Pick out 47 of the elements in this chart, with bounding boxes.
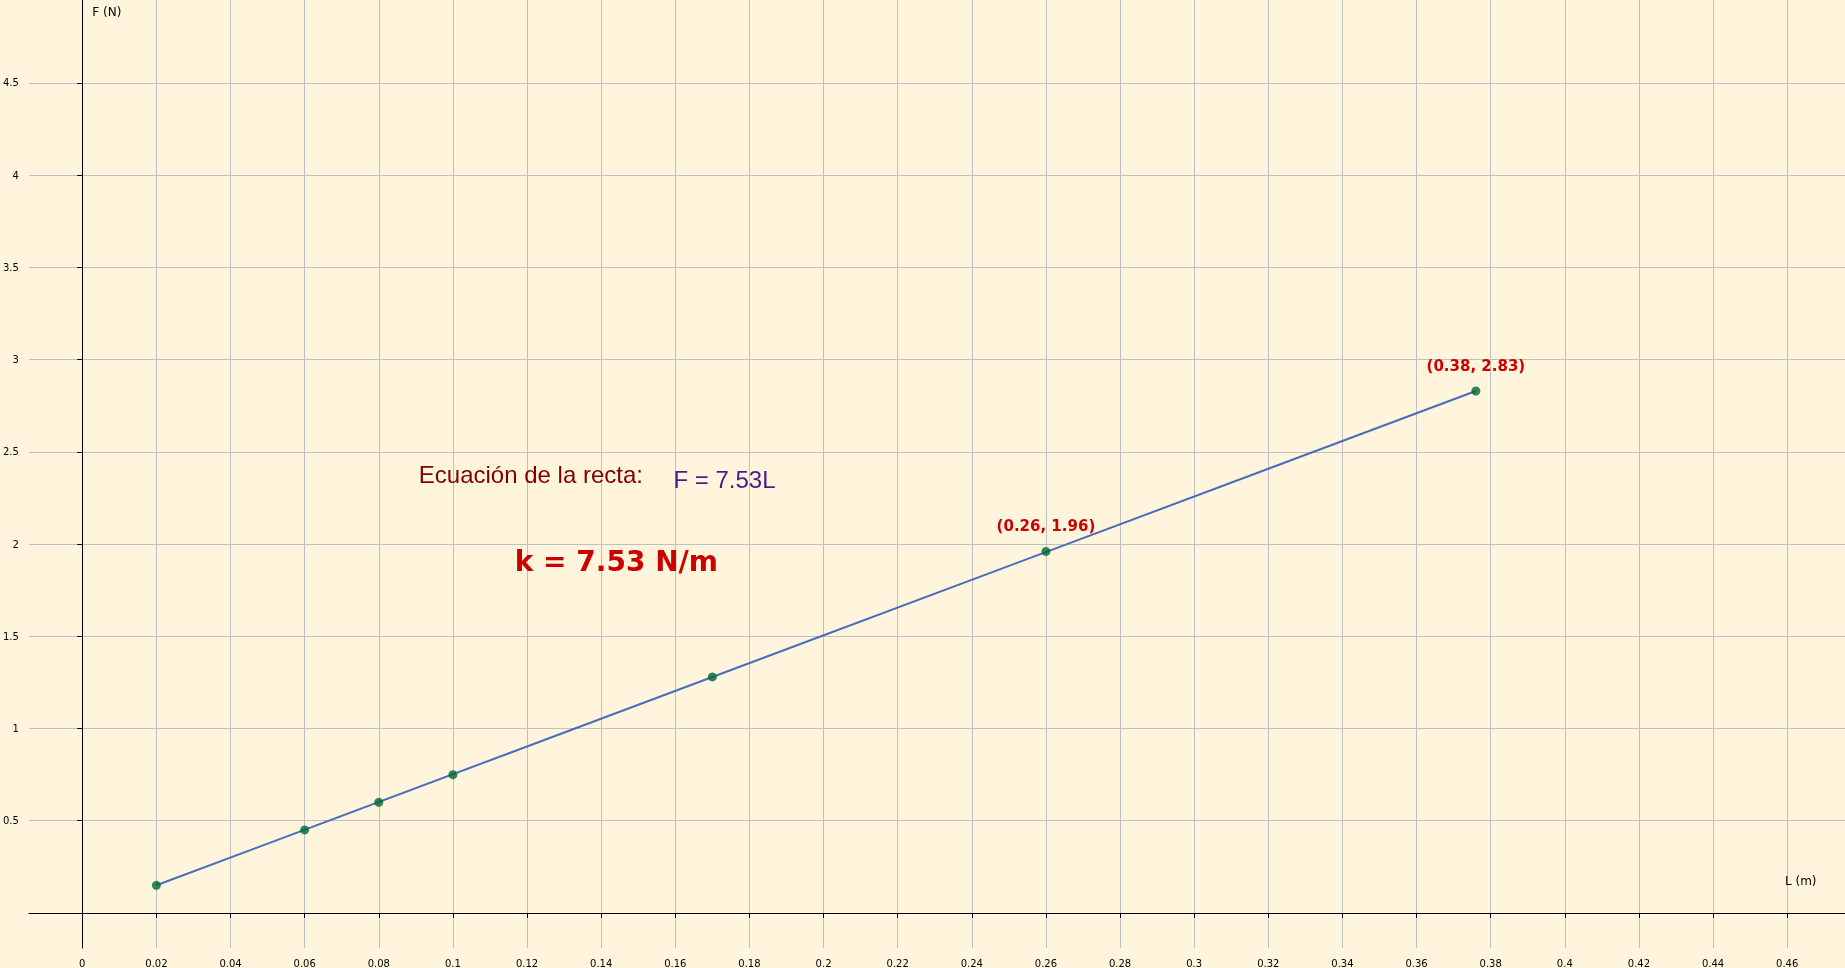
x-tick-label: 0.26	[1034, 957, 1058, 968]
y-tick-label: 3.5	[3, 261, 19, 273]
point	[151, 880, 161, 890]
y-tick-label: 1	[12, 723, 19, 735]
x-tick-label: 0.14	[590, 957, 613, 968]
x-tick-label: 0.28	[1108, 957, 1132, 968]
y-tick-label: 3	[12, 354, 19, 366]
x-tick-label: 0.12	[515, 957, 539, 968]
y-axis-title: F (N)	[92, 5, 122, 19]
point	[374, 797, 384, 807]
x-tick-label: 0.16	[664, 957, 687, 968]
y-tick-label: 2.5	[3, 446, 19, 458]
x-tick-label: 0	[79, 957, 86, 968]
y-tick-label: 4.5	[3, 77, 19, 89]
x-tick-label: 0.24	[960, 957, 983, 968]
x-tick-label: 0.42	[1627, 957, 1651, 968]
x-tick-label: 0.34	[1331, 957, 1354, 968]
point	[1041, 546, 1051, 556]
x-tick-label: 0.32	[1257, 957, 1280, 968]
annotation: (0.38, 2.83)	[1426, 356, 1526, 375]
point	[1471, 386, 1481, 396]
y-tick-label: 0.5	[3, 815, 19, 827]
x-tick-label: 0.02	[145, 957, 168, 968]
x-tick-label: 0.18	[738, 957, 761, 968]
x-tick-label: 0.4	[1556, 957, 1573, 968]
point	[300, 825, 310, 835]
x-tick-label: 0.22	[886, 957, 909, 968]
y-tick-label: 2	[12, 538, 19, 550]
x-tick-label: 0.38	[1479, 957, 1502, 968]
x-tick-label: 0.36	[1405, 957, 1428, 968]
x-tick-label: 0.2	[815, 957, 832, 968]
point	[448, 770, 458, 780]
x-axis-title: L (m)	[1785, 873, 1817, 888]
annotation: k = 7.53 N/m	[514, 544, 719, 578]
annotation: F = 7.53L	[673, 465, 776, 493]
x-tick-label: 0.08	[367, 957, 390, 968]
x-tick-label: 0.1	[444, 957, 461, 968]
y-tick-label: 4	[12, 169, 19, 181]
x-tick-label: 0.3	[1186, 957, 1203, 968]
x-tick-label: 0.46	[1776, 957, 1799, 968]
point	[707, 672, 717, 682]
y-tick-label: 1.5	[3, 630, 19, 642]
annotation: Ecuación de la recta:	[418, 460, 643, 488]
annotation: (0.26, 1.96)	[996, 516, 1096, 535]
x-tick-label: 0.04	[219, 957, 242, 968]
x-tick-label: 0.44	[1701, 957, 1725, 968]
x-tick-label: 0.06	[293, 957, 316, 968]
